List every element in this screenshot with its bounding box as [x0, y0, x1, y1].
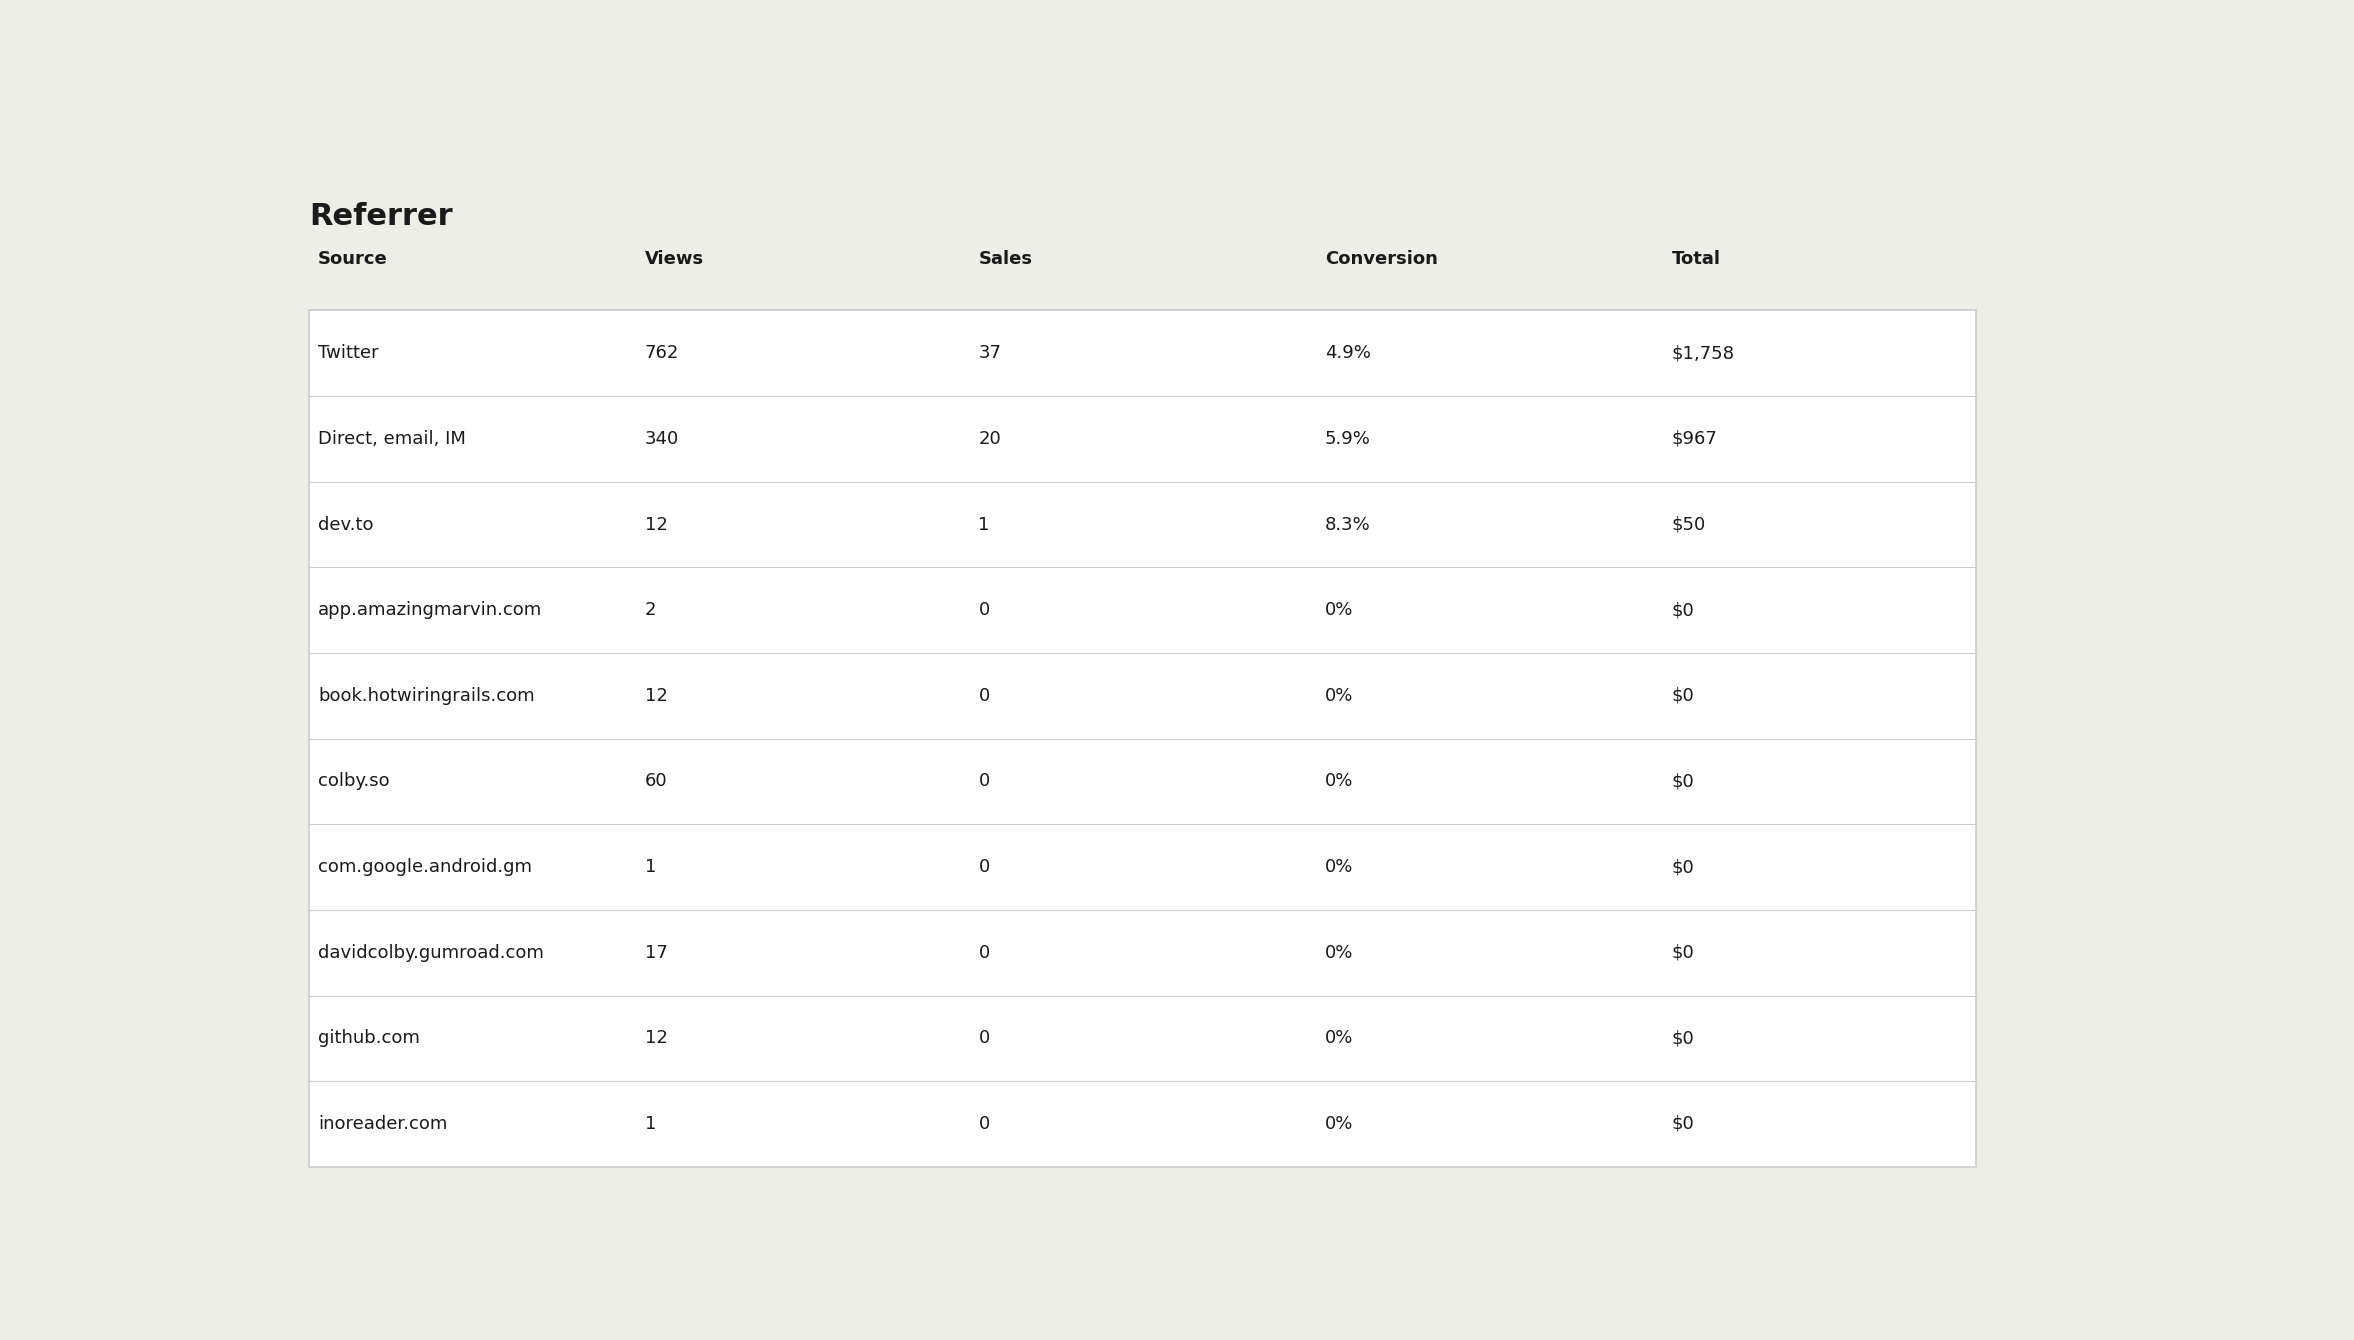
Text: Total: Total [1671, 249, 1721, 268]
Text: github.com: github.com [318, 1029, 419, 1048]
Text: 1: 1 [979, 516, 989, 533]
Text: 60: 60 [645, 772, 666, 791]
Text: $1,758: $1,758 [1671, 344, 1735, 362]
Text: Source: Source [318, 249, 388, 268]
Text: 0: 0 [979, 602, 989, 619]
Text: 12: 12 [645, 687, 669, 705]
Text: colby.so: colby.so [318, 772, 391, 791]
Text: book.hotwiringrails.com: book.hotwiringrails.com [318, 687, 534, 705]
Text: com.google.android.gm: com.google.android.gm [318, 858, 532, 876]
Text: 1: 1 [645, 1115, 657, 1134]
Text: $50: $50 [1671, 516, 1707, 533]
FancyBboxPatch shape [308, 311, 1977, 1167]
Text: 0%: 0% [1325, 943, 1354, 962]
Text: $0: $0 [1671, 858, 1695, 876]
Text: Conversion: Conversion [1325, 249, 1438, 268]
Text: 0%: 0% [1325, 602, 1354, 619]
Text: app.amazingmarvin.com: app.amazingmarvin.com [318, 602, 541, 619]
Text: dev.to: dev.to [318, 516, 374, 533]
Text: 0: 0 [979, 858, 989, 876]
Text: Referrer: Referrer [308, 202, 452, 230]
Text: 0: 0 [979, 943, 989, 962]
Text: 8.3%: 8.3% [1325, 516, 1370, 533]
Text: 5.9%: 5.9% [1325, 430, 1370, 448]
Text: 0%: 0% [1325, 1029, 1354, 1048]
Text: $0: $0 [1671, 943, 1695, 962]
Text: 12: 12 [645, 1029, 669, 1048]
Text: 0%: 0% [1325, 687, 1354, 705]
Text: 12: 12 [645, 516, 669, 533]
Text: $0: $0 [1671, 602, 1695, 619]
Text: 0: 0 [979, 772, 989, 791]
Text: Sales: Sales [979, 249, 1033, 268]
Text: inoreader.com: inoreader.com [318, 1115, 447, 1134]
Text: 0%: 0% [1325, 772, 1354, 791]
Text: $0: $0 [1671, 1115, 1695, 1134]
Text: $0: $0 [1671, 687, 1695, 705]
Text: 1: 1 [645, 858, 657, 876]
Text: $967: $967 [1671, 430, 1718, 448]
Text: 0: 0 [979, 687, 989, 705]
Text: 0: 0 [979, 1115, 989, 1134]
Text: 762: 762 [645, 344, 678, 362]
Text: 2: 2 [645, 602, 657, 619]
Text: 17: 17 [645, 943, 669, 962]
Text: 0%: 0% [1325, 858, 1354, 876]
Text: Direct, email, IM: Direct, email, IM [318, 430, 466, 448]
Text: 20: 20 [979, 430, 1000, 448]
Text: 340: 340 [645, 430, 678, 448]
Text: Twitter: Twitter [318, 344, 379, 362]
Text: 37: 37 [979, 344, 1000, 362]
Text: davidcolby.gumroad.com: davidcolby.gumroad.com [318, 943, 544, 962]
Text: Views: Views [645, 249, 704, 268]
Text: 0%: 0% [1325, 1115, 1354, 1134]
Text: 4.9%: 4.9% [1325, 344, 1370, 362]
Text: $0: $0 [1671, 1029, 1695, 1048]
Text: 0: 0 [979, 1029, 989, 1048]
Text: $0: $0 [1671, 772, 1695, 791]
